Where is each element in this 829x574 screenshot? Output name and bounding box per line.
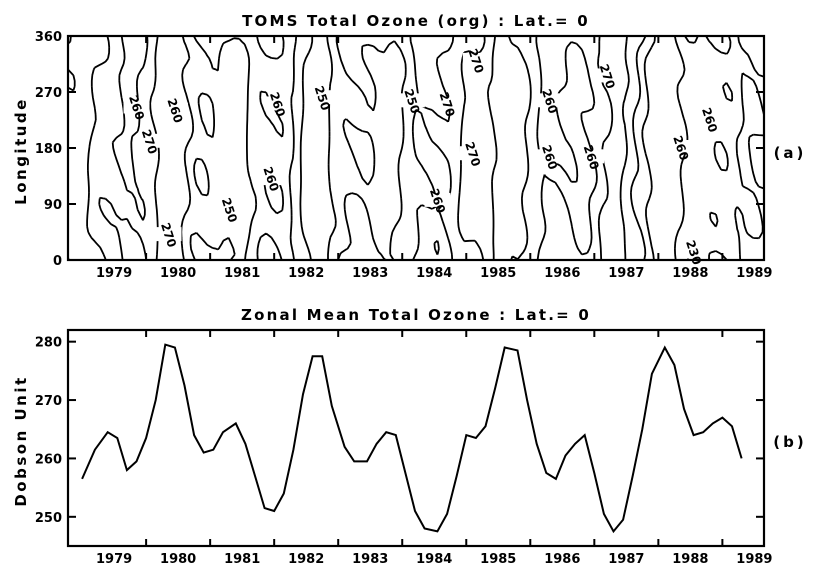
x-tick-label: 1986 [544,266,580,281]
contour-label-bg [536,149,563,164]
x-tick-label: 1985 [480,552,516,567]
contour-label-bg [459,146,486,161]
contour-axes: 1979 1980 1981 1982 1983 1984 1985 1986 1987 1988… [35,30,773,281]
contour-label: 270 [462,140,483,168]
contour-label: 230 [683,238,704,266]
contour-label: 250 [219,196,240,224]
contour-label-bg [155,227,182,242]
contour-level-240 [433,240,440,256]
contour-lines [67,35,765,261]
x-tick-label: 1985 [480,266,516,281]
contour-label-bg [123,99,150,114]
contour-label-bg [696,112,723,126]
x-tick-label: 1988 [672,266,708,281]
y-tick-label: 180 [35,142,62,157]
contour-label: 260 [539,87,560,115]
contour-label-bg [536,93,563,108]
x-tick-label: 1982 [288,266,324,281]
y-tick-label: 280 [35,336,62,351]
line-y-axis-label: Dobson Unit [12,375,30,506]
contour-label: 260 [539,143,560,171]
y-tick-label: 250 [35,511,62,526]
x-tick-label: 1984 [416,266,452,281]
contour-label-bg [594,68,621,83]
contour-label-bg [398,93,425,108]
y-tick-label: 270 [35,86,62,101]
x-tick-label: 1989 [736,266,772,281]
x-tick-label: 1979 [96,266,132,281]
panel-label-b: (b) [773,433,806,451]
contour-label-bg [216,202,243,217]
contour-label-bg [680,244,707,259]
x-tick-label: 1981 [224,552,260,567]
contour-label-bg [309,90,336,105]
y-tick-label: 270 [35,394,62,409]
y-tick-label: 360 [35,30,62,45]
x-tick-label: 1987 [608,266,644,281]
contour-label: 260 [581,143,602,171]
contour-level-260 [67,35,765,261]
x-tick-label: 1980 [160,266,196,281]
contour-title: TOMS Total Ozone (org) : Lat.= 0 [242,12,590,30]
contour-label-bg [424,192,451,207]
line-axes: 1979 1980 1981 1982 1983 1984 1985 1986 1987 1988… [35,330,772,567]
y-tick-label: 260 [35,452,62,467]
zonal-mean-line [81,343,743,534]
x-tick-label: 1979 [96,552,132,567]
x-tick-label: 1980 [160,552,196,567]
panel-label-a: (a) [774,144,807,162]
y-tick-label: 0 [53,254,62,269]
contour-label: 270 [158,221,179,249]
x-tick-label: 1983 [352,266,388,281]
contour-label-bg [264,96,291,111]
contour-label: 260 [260,165,281,193]
contour-label-bg [434,96,461,111]
line-plot-frame [66,328,766,548]
contour-label-bg [578,149,605,164]
x-tick-label: 1982 [288,552,324,567]
x-tick-label: 1981 [224,266,260,281]
x-tick-label: 1983 [352,552,388,567]
x-tick-label: 1986 [544,552,580,567]
contour-label-bg [257,171,284,186]
contour-label-bg [667,140,694,154]
x-tick-label: 1989 [736,552,772,567]
contour-y-axis-label: Longitude [12,97,30,205]
contour-panel: TOMS Total Ozone (org) : Lat.= 0 Longitu… [12,12,807,281]
contour-label: 250 [401,87,422,115]
y-tick-label: 90 [44,198,62,213]
contour-level-270 [149,35,734,261]
contour-label-bg [462,52,489,67]
contour-label-bg [136,133,163,148]
x-tick-label: 1988 [672,552,708,567]
contour-label-bg [161,102,188,117]
x-tick-label: 1987 [608,552,644,567]
line-title: Zonal Mean Total Ozone : Lat.= 0 [241,306,591,324]
x-tick-label: 1984 [416,552,452,567]
line-panel: Zonal Mean Total Ozone : Lat.= 0 Dobson … [12,306,806,567]
